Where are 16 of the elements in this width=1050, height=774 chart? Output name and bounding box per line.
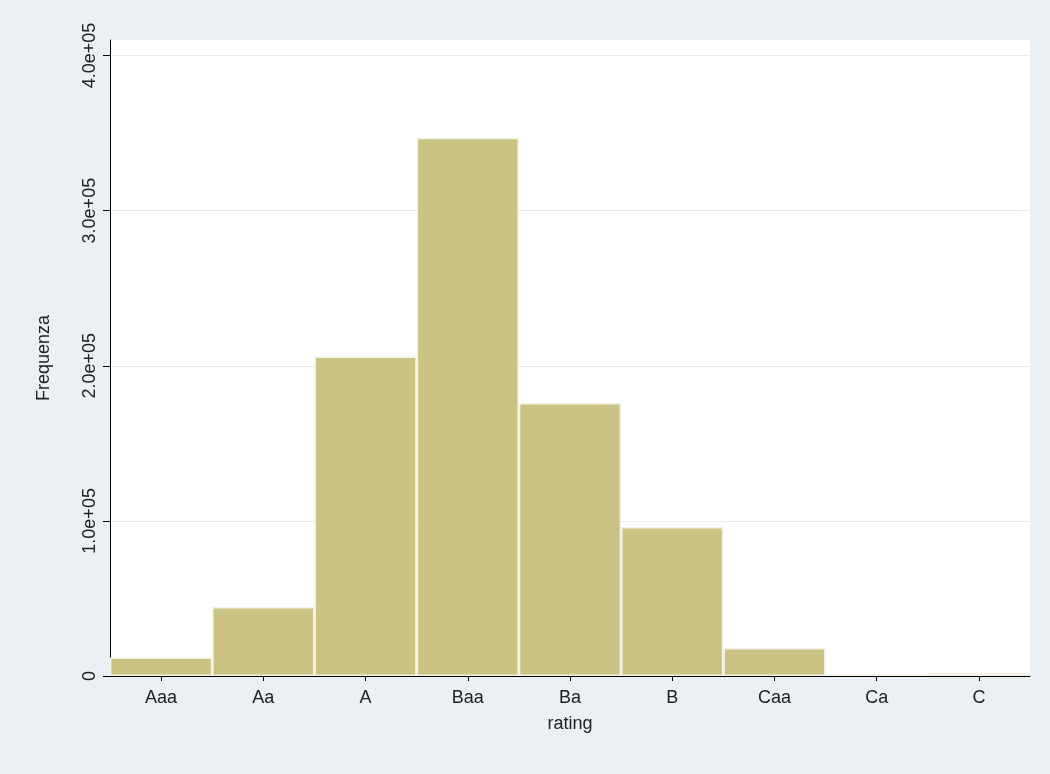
- x-axis-title: rating: [547, 713, 593, 733]
- x-tick-label: Caa: [757, 687, 792, 707]
- x-tick-label: Ba: [558, 687, 582, 707]
- y-tick-label: 0: [79, 670, 99, 682]
- y-tick-label: 1.0e+05: [79, 488, 99, 554]
- x-tick-label: C: [972, 687, 986, 707]
- x-tick-label: Baa: [451, 687, 485, 707]
- y-axis-title: Frequenza: [33, 313, 53, 402]
- x-tick-label: Ca: [865, 687, 890, 707]
- x-tick-label: Aa: [252, 687, 276, 707]
- y-tick-label: 2.0e+05: [79, 332, 99, 399]
- y-tick-label: 4.0e+05: [79, 22, 99, 89]
- x-tick-label: Aaa: [145, 687, 179, 707]
- x-tick-label: B: [666, 687, 679, 707]
- y-tick-label: 3.0e+05: [79, 177, 99, 244]
- x-tick-label: A: [359, 687, 372, 707]
